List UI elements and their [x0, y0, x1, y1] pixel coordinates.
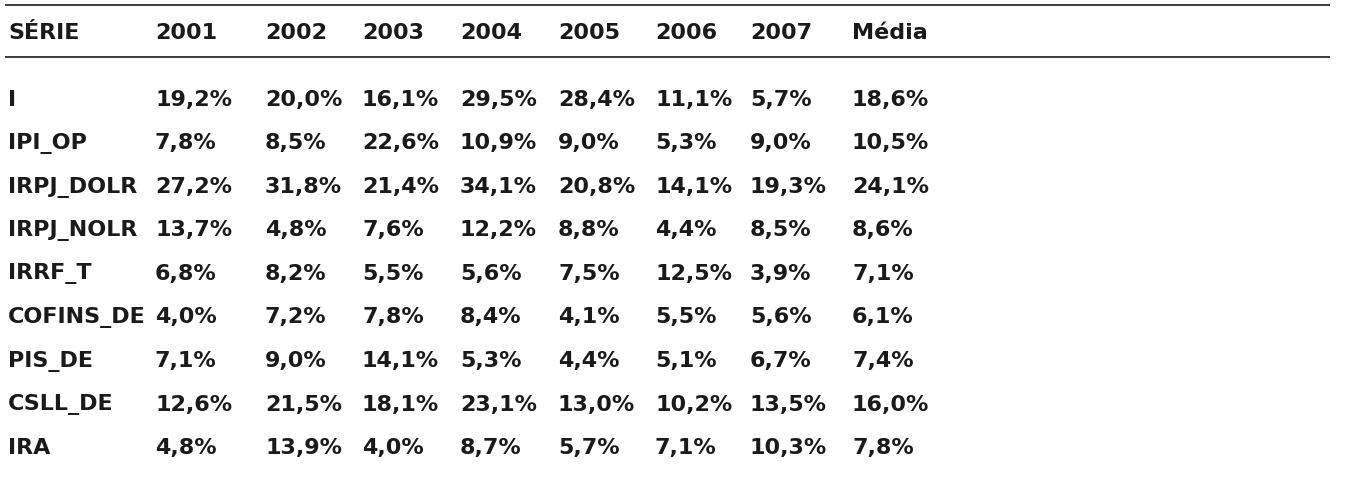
Text: 13,9%: 13,9% [264, 438, 343, 458]
Text: 5,1%: 5,1% [656, 351, 716, 371]
Text: 22,6%: 22,6% [362, 134, 438, 153]
Text: 5,3%: 5,3% [656, 134, 716, 153]
Text: IRA: IRA [8, 438, 50, 458]
Text: 8,4%: 8,4% [460, 307, 522, 328]
Text: 8,8%: 8,8% [558, 220, 619, 241]
Text: 2004: 2004 [460, 23, 522, 43]
Text: 5,5%: 5,5% [656, 307, 716, 328]
Text: 8,5%: 8,5% [750, 220, 812, 241]
Text: 5,3%: 5,3% [460, 351, 522, 371]
Text: 2007: 2007 [750, 23, 812, 43]
Text: 7,1%: 7,1% [656, 438, 716, 458]
Text: 10,2%: 10,2% [656, 395, 733, 414]
Text: 4,4%: 4,4% [656, 220, 716, 241]
Text: 2001: 2001 [155, 23, 217, 43]
Text: I: I [8, 90, 16, 110]
Text: IRPJ_NOLR: IRPJ_NOLR [8, 220, 138, 241]
Text: 7,5%: 7,5% [558, 264, 619, 284]
Text: 9,0%: 9,0% [558, 134, 619, 153]
Text: CSLL_DE: CSLL_DE [8, 394, 113, 415]
Text: 8,6%: 8,6% [853, 220, 913, 241]
Text: 2005: 2005 [558, 23, 621, 43]
Text: 4,0%: 4,0% [155, 307, 217, 328]
Text: 6,1%: 6,1% [853, 307, 913, 328]
Text: IPI_OP: IPI_OP [8, 133, 86, 154]
Text: 7,2%: 7,2% [264, 307, 326, 328]
Text: IRPJ_DOLR: IRPJ_DOLR [8, 177, 138, 198]
Text: 13,0%: 13,0% [558, 395, 635, 414]
Text: 7,6%: 7,6% [362, 220, 424, 241]
Text: 7,8%: 7,8% [362, 307, 424, 328]
Text: IRRF_T: IRRF_T [8, 263, 92, 285]
Text: 7,8%: 7,8% [853, 438, 913, 458]
Text: 21,5%: 21,5% [264, 395, 343, 414]
Text: 27,2%: 27,2% [155, 177, 232, 197]
Text: 14,1%: 14,1% [656, 177, 733, 197]
Text: 7,1%: 7,1% [853, 264, 913, 284]
Text: 5,5%: 5,5% [362, 264, 424, 284]
Text: 2002: 2002 [264, 23, 326, 43]
Text: 16,0%: 16,0% [853, 395, 929, 414]
Text: 12,5%: 12,5% [656, 264, 733, 284]
Text: 2006: 2006 [656, 23, 718, 43]
Text: 34,1%: 34,1% [460, 177, 537, 197]
Text: 23,1%: 23,1% [460, 395, 537, 414]
Text: 16,1%: 16,1% [362, 90, 440, 110]
Text: 12,2%: 12,2% [460, 220, 537, 241]
Text: 4,8%: 4,8% [264, 220, 326, 241]
Text: 8,7%: 8,7% [460, 438, 522, 458]
Text: 7,4%: 7,4% [853, 351, 913, 371]
Text: 13,5%: 13,5% [750, 395, 827, 414]
Text: 13,7%: 13,7% [155, 220, 232, 241]
Text: 7,1%: 7,1% [155, 351, 217, 371]
Text: 5,7%: 5,7% [750, 90, 812, 110]
Text: 9,0%: 9,0% [264, 351, 326, 371]
Text: 4,0%: 4,0% [362, 438, 424, 458]
Text: 19,3%: 19,3% [750, 177, 827, 197]
Text: PIS_DE: PIS_DE [8, 350, 93, 372]
Text: 29,5%: 29,5% [460, 90, 537, 110]
Text: 20,0%: 20,0% [264, 90, 343, 110]
Text: 5,6%: 5,6% [750, 307, 812, 328]
Text: SÉRIE: SÉRIE [8, 23, 80, 43]
Text: 31,8%: 31,8% [264, 177, 343, 197]
Text: 5,7%: 5,7% [558, 438, 619, 458]
Text: 2003: 2003 [362, 23, 424, 43]
Text: 14,1%: 14,1% [362, 351, 440, 371]
Text: 19,2%: 19,2% [155, 90, 232, 110]
Text: 8,2%: 8,2% [264, 264, 326, 284]
Text: COFINS_DE: COFINS_DE [8, 307, 146, 328]
Text: 10,5%: 10,5% [853, 134, 929, 153]
Text: 4,1%: 4,1% [558, 307, 619, 328]
Text: 21,4%: 21,4% [362, 177, 438, 197]
Text: 6,7%: 6,7% [750, 351, 812, 371]
Text: 4,8%: 4,8% [155, 438, 217, 458]
Text: 10,9%: 10,9% [460, 134, 537, 153]
Text: 24,1%: 24,1% [853, 177, 929, 197]
Text: Média: Média [853, 23, 928, 43]
Text: 6,8%: 6,8% [155, 264, 217, 284]
Text: 5,6%: 5,6% [460, 264, 522, 284]
Text: 18,1%: 18,1% [362, 395, 440, 414]
Text: 28,4%: 28,4% [558, 90, 635, 110]
Text: 11,1%: 11,1% [656, 90, 733, 110]
Text: 10,3%: 10,3% [750, 438, 827, 458]
Text: 7,8%: 7,8% [155, 134, 217, 153]
Text: 20,8%: 20,8% [558, 177, 635, 197]
Text: 12,6%: 12,6% [155, 395, 232, 414]
Text: 3,9%: 3,9% [750, 264, 812, 284]
Text: 18,6%: 18,6% [853, 90, 929, 110]
Text: 8,5%: 8,5% [264, 134, 326, 153]
Text: 9,0%: 9,0% [750, 134, 812, 153]
Text: 4,4%: 4,4% [558, 351, 619, 371]
